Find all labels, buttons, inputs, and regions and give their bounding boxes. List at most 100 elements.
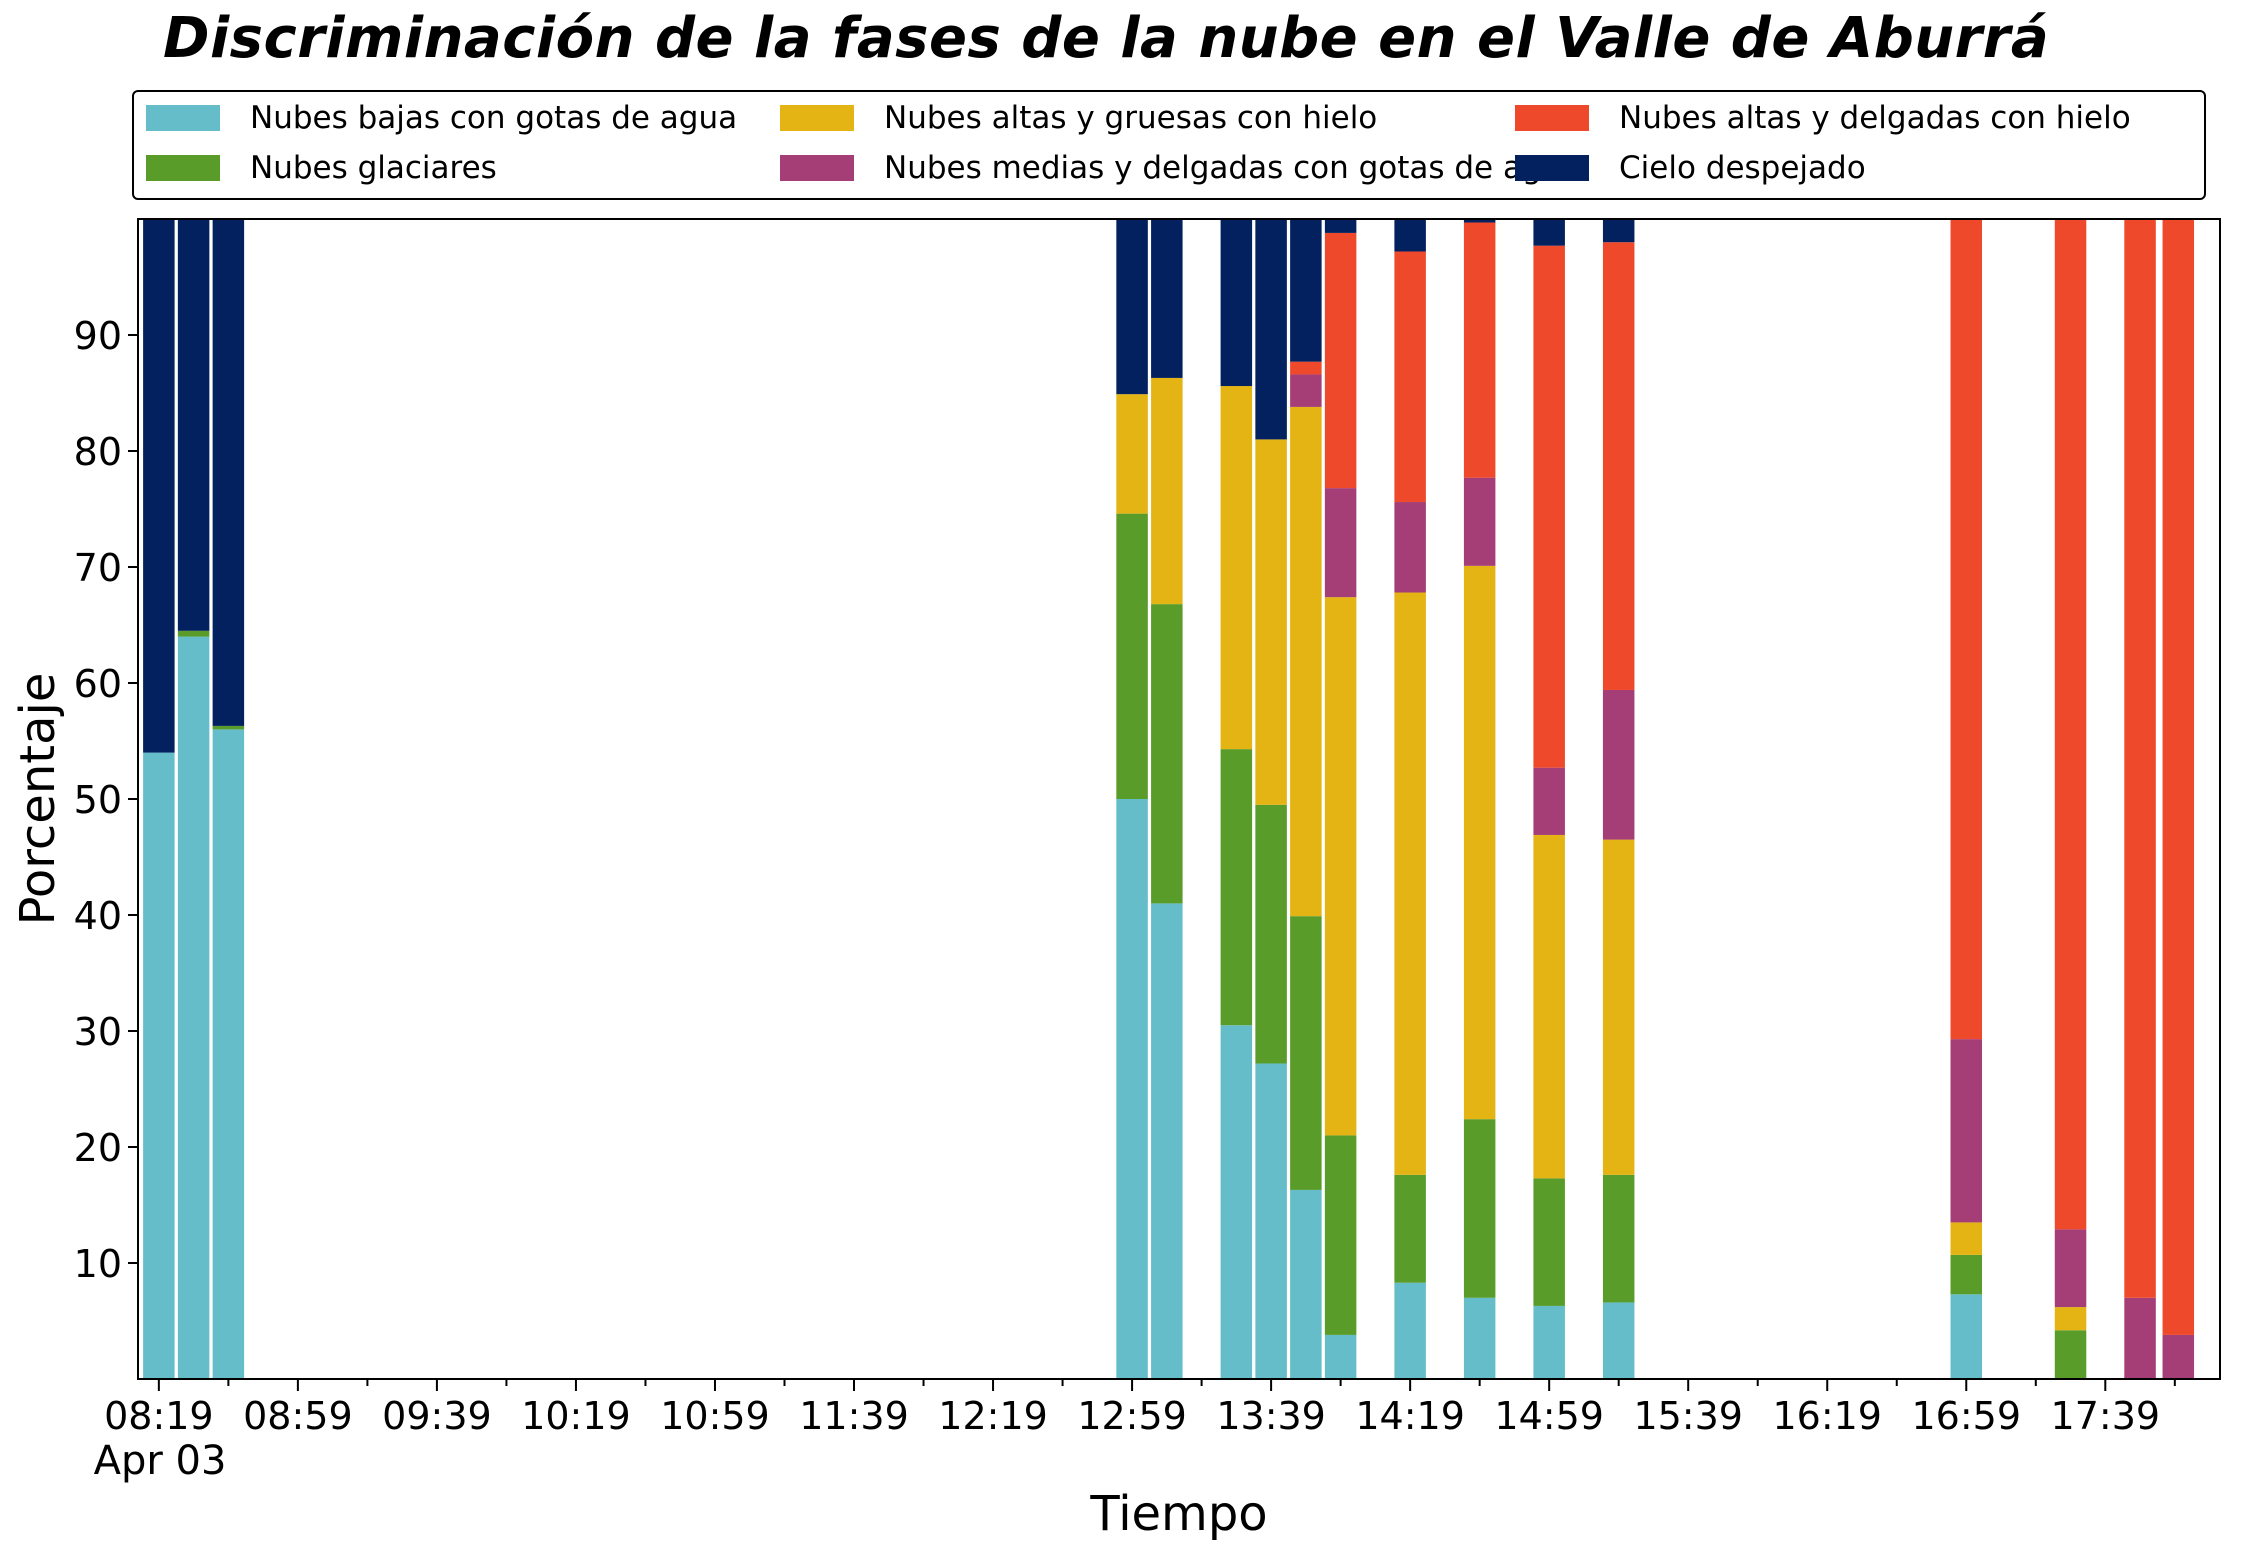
bar-segment (1394, 592, 1426, 1175)
bar-segment (1151, 219, 1183, 378)
y-axis-label: Porcentaje (10, 673, 66, 926)
bar-segment (1290, 406, 1322, 917)
legend-swatch (780, 105, 854, 131)
legend-label: Nubes medias y delgadas con gotas de agu… (884, 150, 1581, 186)
bar-segment (1255, 1063, 1287, 1379)
legend-label: Nubes bajas con gotas de agua (250, 100, 738, 136)
bar-segment (1950, 1222, 1983, 1255)
bar-segment (1533, 245, 1565, 768)
y-tick-label: 80 (74, 430, 122, 474)
x-tick-label: 10:59 (660, 1394, 770, 1438)
bar-segment (1290, 361, 1322, 375)
bar-segment (1463, 477, 1496, 566)
bar-segment (1324, 597, 1357, 1136)
bar-segment (1463, 1119, 1496, 1298)
legend-swatch (1515, 105, 1589, 131)
x-axis: 08:19 08:59 09:39 10:19 10:59 11:39 12:19 12:59… (104, 1379, 2176, 1438)
bar-segment (1394, 219, 1426, 252)
bar-segment (1602, 1302, 1635, 1379)
chart-title: Discriminación de la fases de la nube en… (163, 6, 2050, 71)
legend-item: Cielo despejado (1515, 148, 1866, 188)
bar-segment (1116, 799, 1148, 1379)
y-axis: 10 20 30 40 50 60 70 80 90 (74, 314, 138, 1286)
bar-segment (1950, 219, 1983, 1040)
bar-segment (1950, 1039, 1983, 1223)
y-tick-label: 90 (74, 314, 122, 358)
bar-segment (1394, 502, 1426, 593)
bar-segment (1290, 374, 1322, 407)
bar-segment (1463, 565, 1496, 1120)
bar-segment (1220, 219, 1253, 387)
legend-swatch (146, 105, 220, 131)
x-tick-label: 10:19 (521, 1394, 631, 1438)
y-tick-label: 10 (74, 1242, 122, 1286)
bar-segment (2124, 1297, 2156, 1379)
y-tick-label: 20 (74, 1126, 122, 1170)
bar-segment (2054, 1330, 2087, 1379)
bar-segment (1394, 1282, 1426, 1379)
legend-swatch (780, 155, 854, 181)
bar-segment (1533, 767, 1565, 835)
x-tick-label: 08:59 (243, 1394, 353, 1438)
bar-segment (1220, 386, 1253, 750)
bar-segment (2124, 219, 2156, 1298)
legend-label: Nubes glaciares (250, 150, 497, 186)
x-tick-label: 08:19 (104, 1394, 214, 1438)
legend-item: Nubes altas y delgadas con hielo (1515, 98, 2131, 138)
bar-segment (1151, 604, 1183, 904)
bar-segment (212, 729, 245, 1379)
x-tick-label: 12:19 (938, 1394, 1048, 1438)
bar-segment (177, 636, 210, 1379)
bar-segment (212, 725, 245, 730)
bar-segment (1533, 834, 1565, 1179)
bar-segment (1463, 222, 1496, 478)
legend-swatch (146, 155, 220, 181)
bar-segment (1463, 1297, 1496, 1379)
x-tick-label: 14:19 (1355, 1394, 1465, 1438)
y-tick-label: 40 (74, 894, 122, 938)
bar-segment (143, 752, 175, 1379)
bar-segment (1602, 242, 1635, 690)
bar-segment (2162, 219, 2195, 1335)
bar-segment (1290, 1189, 1322, 1379)
bar-segment (1255, 219, 1287, 440)
x-tick-label: 09:39 (382, 1394, 492, 1438)
bar-segment (1533, 219, 1565, 246)
bar-segment (1324, 1135, 1357, 1335)
bars-group (143, 219, 2195, 1379)
bar-segment (1151, 377, 1183, 605)
bar-segment (1290, 916, 1322, 1190)
legend: Nubes bajas con gotas de agua Nubes glaci… (132, 90, 2206, 200)
bar-segment (1602, 839, 1635, 1175)
bar-segment (177, 630, 210, 637)
x-tick-label: 16:59 (1912, 1394, 2022, 1438)
bar-segment (1220, 1025, 1253, 1379)
bar-segment (1324, 219, 1357, 233)
bar-segment (1116, 219, 1148, 395)
bar-segment (1533, 1178, 1565, 1306)
x-axis-label: Tiempo (1089, 1486, 1267, 1542)
x-tick-label: 14:59 (1494, 1394, 1604, 1438)
legend-label: Nubes altas y gruesas con hielo (884, 100, 1378, 136)
y-tick-label: 50 (74, 778, 122, 822)
x-date-label: Apr 03 (94, 1438, 227, 1484)
bar-segment (1463, 219, 1496, 223)
legend-swatch (1515, 155, 1589, 181)
x-tick-label: 12:59 (1077, 1394, 1187, 1438)
bar-segment (1151, 903, 1183, 1379)
bar-segment (2054, 1229, 2087, 1308)
bar-segment (1950, 1294, 1983, 1379)
bar-segment (1394, 251, 1426, 503)
bar-segment (1220, 749, 1253, 1026)
bar-segment (2054, 1307, 2087, 1331)
bar-segment (212, 219, 245, 726)
y-tick-label: 30 (74, 1010, 122, 1054)
bar-segment (1602, 689, 1635, 840)
legend-label: Cielo despejado (1619, 150, 1866, 186)
legend-item: Nubes bajas con gotas de agua (146, 98, 737, 138)
bar-segment (1950, 1254, 1983, 1295)
bar-segment (1324, 1334, 1357, 1379)
bar-segment (143, 219, 175, 753)
bar-segment (1255, 804, 1287, 1064)
